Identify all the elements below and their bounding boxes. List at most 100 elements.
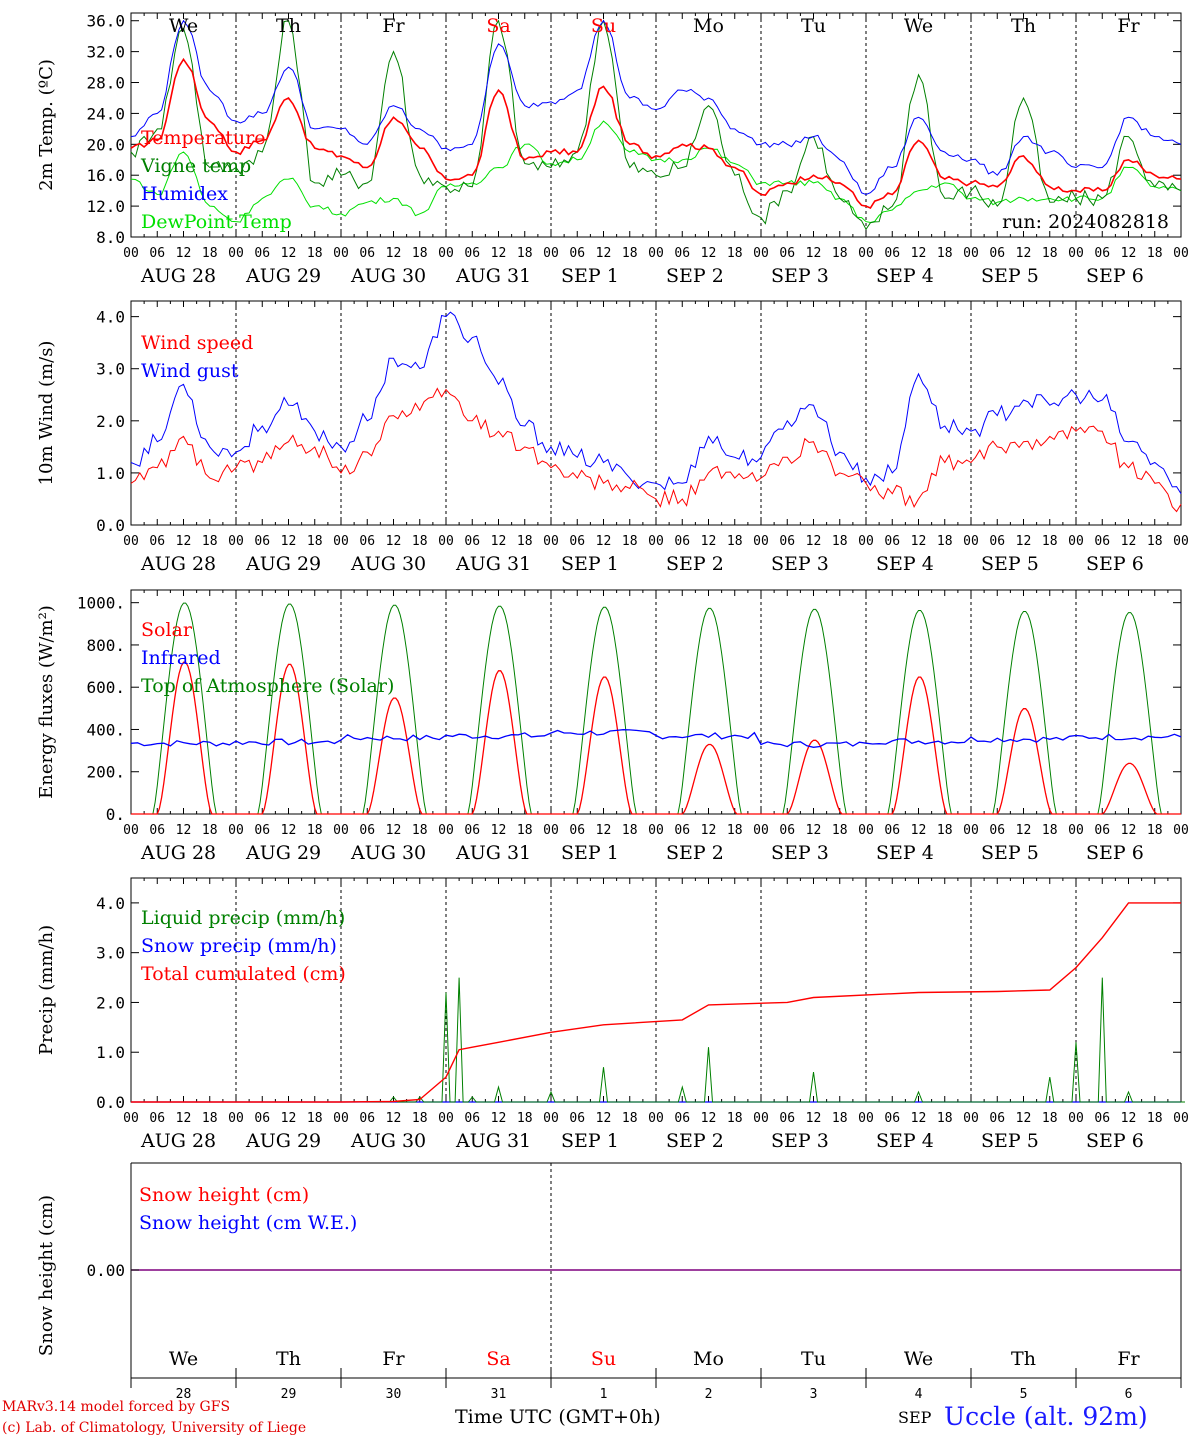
y-tick-label: 0. bbox=[106, 805, 125, 824]
hour-tick-label: 18 bbox=[832, 534, 848, 549]
hour-tick-label: 12 bbox=[281, 534, 297, 549]
hour-tick-label: 18 bbox=[1042, 1111, 1058, 1126]
hour-tick-label: 18 bbox=[622, 823, 638, 838]
hour-tick-label: 06 bbox=[359, 1111, 375, 1126]
hour-tick-label: 12 bbox=[596, 246, 612, 261]
y-tick-label: 12.0 bbox=[86, 197, 125, 216]
date-label: AUG 29 bbox=[245, 842, 321, 864]
day-of-week-label: Sa bbox=[486, 1348, 510, 1370]
hour-tick-label: 18 bbox=[832, 246, 848, 261]
date-label: SEP 3 bbox=[771, 842, 829, 864]
hour-tick-label: 06 bbox=[359, 534, 375, 549]
y-tick-label: 0.00 bbox=[86, 1261, 125, 1280]
hour-tick-label: 18 bbox=[412, 246, 428, 261]
day-of-week-label: We bbox=[169, 15, 198, 37]
legend-entry: Top of Atmosphere (Solar) bbox=[141, 675, 394, 697]
y-tick-label: 16.0 bbox=[86, 166, 125, 185]
hour-tick-label: 00 bbox=[753, 246, 769, 261]
date-label: AUG 30 bbox=[350, 842, 426, 864]
date-label: SEP 1 bbox=[561, 553, 619, 575]
hour-tick-label: 00 bbox=[333, 823, 349, 838]
day-of-week-label: Fr bbox=[1117, 1348, 1140, 1370]
hour-tick-label: 18 bbox=[622, 1111, 638, 1126]
day-of-week-label: Fr bbox=[382, 15, 405, 37]
hour-tick-label: 18 bbox=[727, 534, 743, 549]
y-tick-label: 32.0 bbox=[86, 43, 125, 62]
hour-tick-label: 18 bbox=[727, 246, 743, 261]
date-label: AUG 29 bbox=[245, 1130, 321, 1152]
hour-tick-label: 18 bbox=[1042, 534, 1058, 549]
hour-tick-label: 06 bbox=[674, 534, 690, 549]
hour-tick-label: 06 bbox=[674, 1111, 690, 1126]
day-of-week-label: Th bbox=[276, 1348, 301, 1370]
hour-tick-label: 06 bbox=[1094, 823, 1110, 838]
day-of-week-label: Th bbox=[1011, 15, 1036, 37]
series-line bbox=[130, 311, 1182, 494]
hour-tick-label: 00 bbox=[1173, 823, 1189, 838]
day-of-week-label: Th bbox=[276, 15, 301, 37]
hour-tick-label: 00 bbox=[1173, 246, 1189, 261]
day-of-week-label: Mo bbox=[693, 1348, 724, 1370]
date-label: SEP 5 bbox=[981, 842, 1039, 864]
hour-tick-label: 12 bbox=[176, 246, 192, 261]
date-label: SEP 2 bbox=[666, 1130, 724, 1152]
hour-tick-label: 18 bbox=[832, 823, 848, 838]
y-tick-label: 8.0 bbox=[96, 228, 125, 247]
day-number-label: 3 bbox=[810, 1387, 818, 1402]
hour-tick-label: 18 bbox=[202, 534, 218, 549]
date-label: SEP 5 bbox=[981, 553, 1039, 575]
date-label: SEP 3 bbox=[771, 553, 829, 575]
day-of-week-label: Th bbox=[1011, 1348, 1036, 1370]
hour-tick-label: 06 bbox=[989, 1111, 1005, 1126]
y-axis-label: 2m Temp. (ºC) bbox=[36, 59, 57, 191]
hour-tick-label: 18 bbox=[1042, 823, 1058, 838]
legend-entry: Liquid precip (mm/h) bbox=[141, 907, 345, 929]
hour-tick-label: 06 bbox=[254, 823, 270, 838]
hour-tick-label: 06 bbox=[989, 534, 1005, 549]
date-label: AUG 31 bbox=[455, 1130, 531, 1152]
hour-tick-label: 00 bbox=[438, 1111, 454, 1126]
hour-tick-label: 06 bbox=[254, 534, 270, 549]
y-tick-label: 20.0 bbox=[86, 135, 125, 154]
y-tick-label: 200. bbox=[86, 763, 125, 782]
hour-tick-label: 06 bbox=[884, 246, 900, 261]
hour-tick-label: 18 bbox=[727, 1111, 743, 1126]
y-tick-label: 3.0 bbox=[96, 944, 125, 963]
hour-tick-label: 18 bbox=[202, 246, 218, 261]
legend-entry: Vigne temp bbox=[140, 155, 251, 177]
y-tick-label: 3.0 bbox=[96, 360, 125, 379]
y-tick-label: 0.0 bbox=[96, 1093, 125, 1112]
hour-tick-label: 06 bbox=[149, 534, 165, 549]
day-of-week-label: Mo bbox=[693, 15, 724, 37]
hour-tick-label: 00 bbox=[753, 823, 769, 838]
legend-entry: Snow height (cm W.E.) bbox=[139, 1212, 357, 1234]
date-label: SEP 1 bbox=[561, 842, 619, 864]
date-label: SEP 6 bbox=[1086, 842, 1144, 864]
hour-tick-label: 18 bbox=[622, 534, 638, 549]
y-tick-label: 2.0 bbox=[96, 993, 125, 1012]
hour-tick-label: 00 bbox=[963, 823, 979, 838]
hour-tick-label: 18 bbox=[307, 246, 323, 261]
hour-tick-label: 18 bbox=[727, 823, 743, 838]
hour-tick-label: 00 bbox=[543, 534, 559, 549]
hour-tick-label: 18 bbox=[1147, 534, 1163, 549]
hour-tick-label: 00 bbox=[543, 246, 559, 261]
date-label: AUG 28 bbox=[140, 842, 216, 864]
hour-tick-label: 18 bbox=[412, 1111, 428, 1126]
hour-tick-label: 06 bbox=[149, 246, 165, 261]
hour-tick-label: 00 bbox=[123, 1111, 139, 1126]
hour-tick-label: 06 bbox=[884, 534, 900, 549]
y-tick-label: 28.0 bbox=[86, 74, 125, 93]
y-axis-label: Energy fluxes (W/m²) bbox=[36, 605, 57, 799]
hour-tick-label: 12 bbox=[806, 534, 822, 549]
date-label: SEP 4 bbox=[876, 1130, 934, 1152]
site-label: Uccle (alt. 92m) bbox=[944, 1402, 1148, 1431]
hour-tick-label: 06 bbox=[464, 1111, 480, 1126]
hour-tick-label: 12 bbox=[386, 1111, 402, 1126]
day-of-week-label: We bbox=[169, 1348, 198, 1370]
hour-tick-label: 12 bbox=[596, 1111, 612, 1126]
day-of-week-label: Tu bbox=[801, 1348, 826, 1370]
x-axis-title: Time UTC (GMT+0h) bbox=[455, 1406, 661, 1428]
date-label: SEP 2 bbox=[666, 842, 724, 864]
hour-tick-label: 12 bbox=[701, 534, 717, 549]
